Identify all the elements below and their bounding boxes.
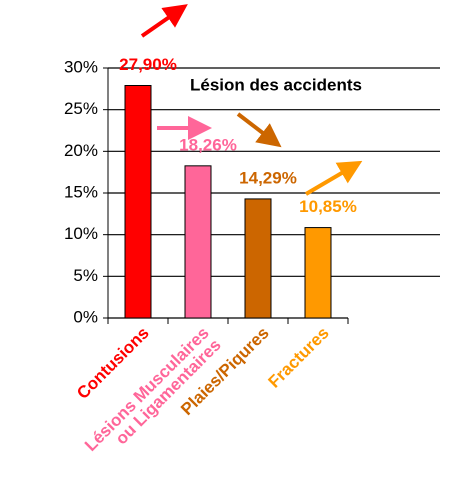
y-tick-label: 5% bbox=[73, 266, 98, 285]
value-label: 27,90% bbox=[119, 55, 177, 74]
y-tick-label: 10% bbox=[64, 224, 98, 243]
y-tick-label: 0% bbox=[73, 307, 98, 326]
value-label: 14,29% bbox=[239, 168, 297, 187]
y-tick-label: 30% bbox=[64, 57, 98, 76]
arrow bbox=[236, 112, 282, 148]
bar bbox=[304, 227, 332, 319]
y-tick-label: 20% bbox=[64, 141, 98, 160]
bar bbox=[124, 85, 152, 319]
arrow bbox=[140, 4, 188, 38]
value-label: 18,26% bbox=[179, 135, 237, 154]
value-label: 10,85% bbox=[299, 197, 357, 216]
y-tick-label: 25% bbox=[64, 99, 98, 118]
arrow bbox=[304, 160, 363, 196]
chart-title: Lésion des accidents bbox=[190, 75, 362, 94]
grid bbox=[108, 67, 440, 319]
bar bbox=[244, 198, 272, 319]
y-tick-label: 15% bbox=[64, 182, 98, 201]
bar bbox=[184, 165, 212, 319]
